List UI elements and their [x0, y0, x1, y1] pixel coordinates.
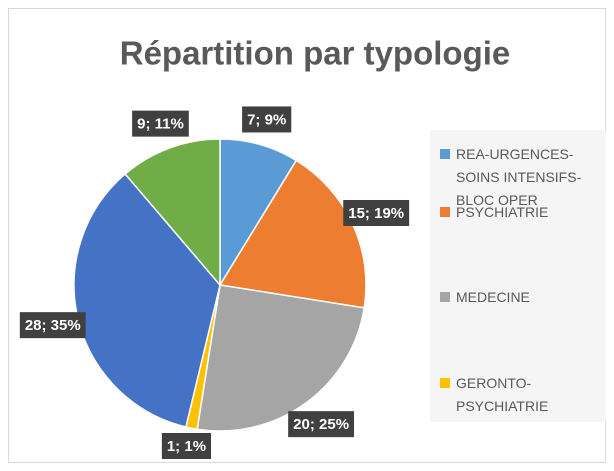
- chart-title: Répartition par typologie: [120, 35, 511, 72]
- legend-label: REA-URGENCES-SOINS INTENSIFS-BLOC OPER: [456, 146, 582, 208]
- data-label-text: 7; 9%: [247, 111, 286, 128]
- data-label: 20; 25%: [288, 411, 355, 438]
- legend-swatch: [440, 149, 450, 159]
- legend-swatch: [440, 207, 450, 217]
- legend-label: PSYCHIATRIE: [456, 204, 549, 220]
- pie-slice: [196, 284, 366, 432]
- data-label-box: [161, 433, 212, 459]
- data-label-text: 1; 1%: [167, 438, 206, 455]
- legend-item: REA-URGENCES-SOINS INTENSIFS-BLOC OPER: [440, 143, 600, 212]
- data-label-box: [288, 411, 355, 438]
- legend-swatch: [440, 292, 450, 302]
- legend-background: [430, 130, 606, 422]
- data-label-box: [132, 110, 189, 137]
- data-label-text: 20; 25%: [293, 416, 349, 433]
- data-label-box: [19, 312, 86, 339]
- data-label-text: 15; 19%: [348, 205, 404, 222]
- data-label: 9; 11%: [132, 110, 189, 137]
- pie-slice: [124, 138, 221, 288]
- data-label: 28; 35%: [19, 312, 86, 339]
- legend-item: MEDECINE: [440, 286, 600, 309]
- legend-item: PSYCHIATRIE: [440, 201, 600, 224]
- data-label-text: 9; 11%: [137, 116, 184, 133]
- legend-swatch: [440, 378, 450, 388]
- data-label-box: [343, 199, 410, 226]
- legend-label: GERONTO-PSYCHIATRIE: [456, 375, 549, 414]
- data-label: 15; 19%: [343, 199, 410, 226]
- legend-item: GERONTO-PSYCHIATRIE: [440, 372, 600, 418]
- data-label: 7; 9%: [242, 106, 292, 133]
- data-label-box: [242, 106, 292, 133]
- data-label-text: 28; 35%: [25, 317, 81, 334]
- data-label: 1; 1%: [161, 433, 212, 459]
- legend-label: MEDECINE: [456, 289, 530, 305]
